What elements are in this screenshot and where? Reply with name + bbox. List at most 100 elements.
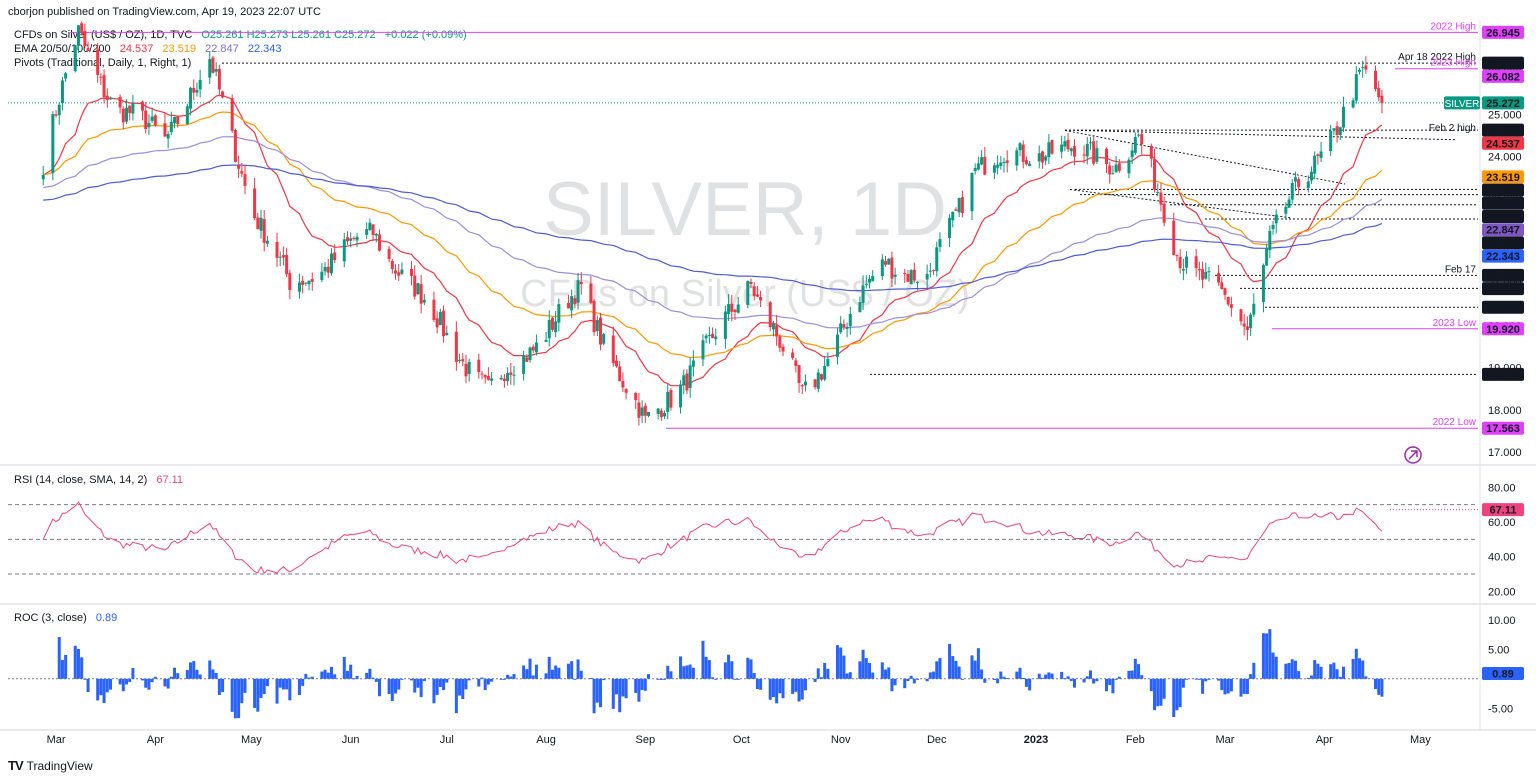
candle-body — [288, 273, 292, 290]
roc-bar — [378, 678, 382, 697]
roc-bar — [759, 678, 763, 690]
roc-bar — [1197, 678, 1201, 680]
price-tag-bg — [1482, 282, 1524, 296]
candle-body — [755, 294, 759, 297]
ema-100-line — [43, 136, 1383, 329]
candle-body — [887, 258, 891, 265]
candle-body — [842, 324, 846, 328]
roc-bar — [912, 678, 916, 684]
candle-body — [445, 332, 449, 336]
roc-bar — [755, 678, 759, 690]
published-line: cborjon published on TradingView.com, Ap… — [8, 6, 321, 18]
pivots-legend[interactable]: Pivots (Traditional, Daily, 1, Right, 1) — [14, 57, 192, 69]
roc-bar — [951, 656, 955, 679]
candle-body — [285, 255, 289, 275]
roc-bar — [1358, 658, 1362, 679]
ema-label: EMA 20/50/100/200 — [14, 43, 111, 55]
time-tick-label: May — [241, 734, 262, 746]
candle-body — [1341, 106, 1345, 128]
candle-body — [733, 309, 737, 313]
roc-bar — [108, 678, 112, 690]
price-tag-bg — [1482, 209, 1524, 223]
candle-body — [903, 272, 907, 274]
candle-body — [368, 222, 372, 230]
roc-tick-label: -5.00 — [1488, 703, 1513, 715]
roc-bar — [800, 678, 804, 700]
roc-bar — [1127, 670, 1131, 679]
replay-icon[interactable] — [1404, 446, 1422, 464]
candle-body — [1072, 146, 1076, 157]
roc-bar — [461, 678, 465, 700]
candle-body — [1185, 256, 1189, 268]
roc-bar — [128, 678, 132, 682]
candle-body — [858, 302, 862, 313]
rsi-tick-label: 40.00 — [1488, 552, 1516, 564]
roc-bar — [1153, 678, 1157, 711]
candle-body — [1217, 272, 1221, 283]
roc-bar — [265, 678, 269, 687]
roc-bar — [189, 662, 193, 679]
candle-body — [659, 410, 663, 418]
candle-body — [749, 281, 753, 284]
roc-bar — [1060, 671, 1064, 679]
candle-body — [602, 333, 606, 344]
roc-bar — [1274, 656, 1278, 679]
candle-body — [826, 358, 830, 366]
candle-body — [868, 278, 872, 283]
candle-body — [1335, 126, 1339, 136]
roc-bar — [1002, 676, 1006, 679]
ema-lines — [42, 94, 1383, 387]
price-tag-label: 17.563 — [1486, 423, 1520, 435]
candle-body — [124, 107, 128, 122]
trendline — [1069, 189, 1291, 219]
candle-body — [884, 261, 888, 265]
candle-body — [1028, 163, 1032, 166]
candle-body — [547, 320, 551, 339]
candle-body — [310, 279, 314, 282]
roc-bar — [797, 678, 801, 702]
tradingview-brand[interactable]: TV TradingView — [8, 758, 93, 773]
candle-body — [973, 168, 977, 172]
candle-body — [861, 285, 865, 303]
roc-bar — [509, 676, 513, 679]
candle-body — [752, 286, 756, 297]
roc-legend[interactable]: ROC (3, close) 0.89 — [14, 612, 117, 624]
roc-bar — [486, 678, 490, 685]
ema-legend[interactable]: EMA 20/50/100/200 24.537 23.519 22.847 2… — [14, 43, 282, 55]
rsi-legend[interactable]: RSI (14, close, SMA, 14, 2) 67.11 — [14, 474, 183, 486]
candle-body — [1271, 224, 1275, 230]
candle-body — [304, 282, 308, 284]
roc-bar — [275, 678, 279, 704]
candle-body — [387, 248, 391, 260]
candle-body — [1175, 255, 1179, 257]
candle-body — [1050, 139, 1054, 154]
roc-bar — [598, 678, 602, 708]
roc-bar — [64, 655, 68, 679]
roc-bar — [771, 678, 775, 698]
roc-bar — [86, 678, 90, 693]
candle-body — [819, 373, 823, 380]
price-tag-label: 19.920 — [1486, 324, 1520, 336]
roc-bar — [1249, 674, 1253, 679]
candle-body — [634, 393, 638, 401]
roc-bar — [467, 678, 471, 681]
price-tag-bg — [1482, 300, 1524, 314]
candle-body — [51, 114, 55, 174]
roc-bar — [1137, 664, 1141, 679]
roc-bar — [301, 678, 305, 686]
candle-body — [1309, 171, 1313, 181]
roc-bar — [666, 665, 670, 679]
roc-bar — [999, 671, 1003, 679]
roc-bar — [281, 678, 285, 690]
candle-body — [688, 365, 692, 388]
roc-bar — [60, 660, 64, 679]
roc-bar — [1204, 678, 1208, 682]
roc-bar — [823, 662, 827, 679]
candle-body — [1133, 137, 1137, 153]
candle-body — [208, 59, 212, 78]
roc-bar — [925, 678, 929, 682]
roc-bar — [845, 673, 849, 679]
roc-bar — [1133, 658, 1137, 679]
candle-body — [144, 110, 148, 130]
